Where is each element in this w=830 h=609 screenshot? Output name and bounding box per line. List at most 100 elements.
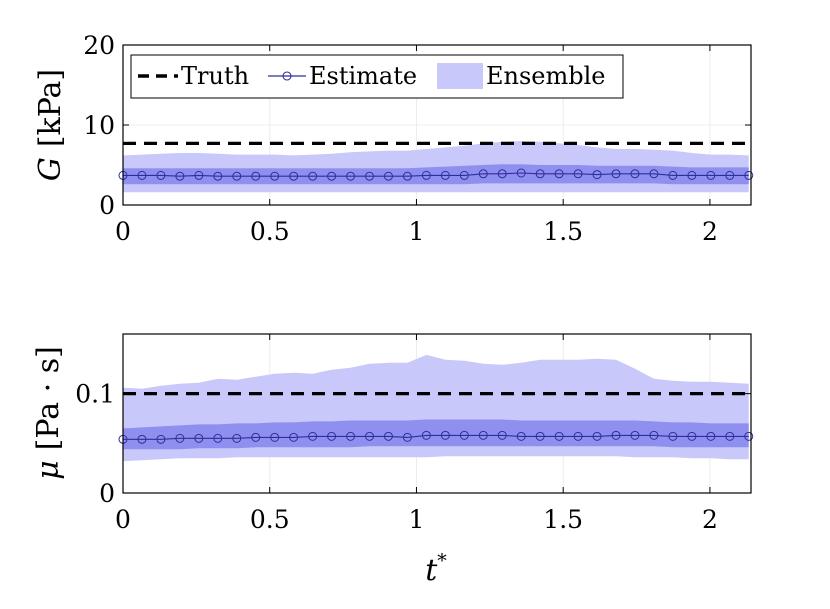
x-axis-sup: * xyxy=(437,550,447,572)
estimate-point-mu xyxy=(516,431,526,441)
estimate-point-g xyxy=(346,171,356,181)
estimate-point-mu xyxy=(649,430,659,440)
x-tick-label-mu: 0.5 xyxy=(250,505,290,534)
x-tick-label-g: 1 xyxy=(409,217,425,246)
estimate-point-g xyxy=(232,171,242,181)
estimate-point-g xyxy=(175,171,185,181)
estimate-point-g xyxy=(194,170,204,180)
estimate-point-g xyxy=(137,170,147,180)
estimate-point-mu xyxy=(270,432,280,442)
estimate-point-mu xyxy=(630,430,640,440)
y-tick-label-mu: 0.1 xyxy=(75,380,115,409)
legend: Truth Estimate Ensemble xyxy=(130,54,624,99)
estimate-point-g xyxy=(535,169,545,179)
estimate-point-mu xyxy=(459,430,469,440)
estimate-line-mu xyxy=(123,434,749,440)
estimate-point-mu xyxy=(175,433,185,443)
estimate-point-g xyxy=(497,169,507,179)
estimate-point-g xyxy=(327,171,337,181)
estimate-point-g xyxy=(668,170,678,180)
estimate-point-g xyxy=(156,170,166,180)
x-axis-label: t* xyxy=(425,550,447,588)
estimate-point-g xyxy=(213,171,223,181)
estimate-point-g xyxy=(289,171,299,181)
y-axis-var-g: G xyxy=(33,157,68,181)
y-axis-unit-mu: [Pa · s] xyxy=(31,346,66,450)
panel-mu: 0 0.5 1 1.5 2 0 0.1 μ [Pa · s] t* xyxy=(31,333,754,588)
estimate-point-mu xyxy=(213,433,223,443)
x-tick-label-mu: 2 xyxy=(702,505,718,534)
legend-ensemble-label: Ensemble xyxy=(486,62,606,90)
axes-box-mu xyxy=(122,333,752,494)
estimate-point-mu xyxy=(327,431,337,441)
estimate-point-g xyxy=(649,169,659,179)
estimate-point-g xyxy=(687,170,697,180)
estimate-point-g xyxy=(421,170,431,180)
legend-box xyxy=(130,54,624,99)
y-tick-label-g: 10 xyxy=(83,111,115,140)
estimate-line-g xyxy=(123,172,749,177)
x-tick-label-mu: 1 xyxy=(409,505,425,534)
ensemble-inner-band-mu xyxy=(123,419,749,450)
estimate-point-mu xyxy=(289,432,299,442)
estimate-point-mu xyxy=(725,431,735,441)
y-tick-label-g: 20 xyxy=(83,31,115,60)
estimate-point-g xyxy=(251,171,261,181)
estimate-point-mu xyxy=(573,431,583,441)
estimate-point-g xyxy=(725,170,735,180)
estimate-point-mu xyxy=(156,434,166,444)
estimate-point-mu xyxy=(554,431,564,441)
estimate-point-mu xyxy=(478,430,488,440)
y-tick-label-mu: 0 xyxy=(99,479,115,508)
legend-estimate-marker xyxy=(282,71,292,81)
estimate-point-g xyxy=(308,171,318,181)
estimate-point-g xyxy=(611,169,621,179)
estimate-point-g xyxy=(383,171,393,181)
x-tick-label-g: 2 xyxy=(702,217,718,246)
x-tick-label-mu: 1.5 xyxy=(543,505,583,534)
estimate-point-g xyxy=(630,169,640,179)
y-axis-label-g: G [kPa] xyxy=(33,69,68,181)
estimate-point-mu xyxy=(706,431,716,441)
estimate-point-mu xyxy=(194,433,204,443)
estimate-point-g xyxy=(459,170,469,180)
x-tick-label-g: 0 xyxy=(115,217,131,246)
estimate-point-mu xyxy=(346,431,356,441)
estimate-point-g xyxy=(554,169,564,179)
ticks-mu: 0 0.5 1 1.5 2 0 0.1 xyxy=(75,334,751,534)
estimate-point-mu xyxy=(402,432,412,442)
estimate-point-g xyxy=(744,170,754,180)
estimate-point-g xyxy=(478,169,488,179)
estimate-point-mu xyxy=(383,431,393,441)
y-axis-var-mu: μ xyxy=(31,460,66,480)
estimate-point-g xyxy=(516,168,526,178)
estimate-point-mu xyxy=(535,431,545,441)
estimate-point-mu xyxy=(137,434,147,444)
estimate-point-mu xyxy=(365,431,375,441)
x-tick-label-g: 1.5 xyxy=(543,217,583,246)
estimate-point-g xyxy=(440,170,450,180)
estimate-point-mu xyxy=(232,433,242,443)
legend-ensemble-swatch xyxy=(437,63,483,89)
estimate-point-mu xyxy=(440,430,450,440)
legend-estimate-label: Estimate xyxy=(309,62,417,90)
x-axis-var: t xyxy=(425,553,438,588)
estimate-point-g xyxy=(573,169,583,179)
estimate-point-g xyxy=(592,170,602,180)
estimate-point-g xyxy=(706,170,716,180)
y-tick-label-g: 0 xyxy=(99,191,115,220)
estimate-point-mu xyxy=(251,432,261,442)
estimate-point-mu xyxy=(668,431,678,441)
legend-truth-label: Truth xyxy=(181,62,249,90)
x-tick-label-g: 0.5 xyxy=(250,217,290,246)
estimate-point-g xyxy=(402,171,412,181)
estimate-point-mu xyxy=(744,431,754,441)
y-axis-label-mu: μ [Pa · s] xyxy=(31,346,66,480)
estimate-point-mu xyxy=(497,430,507,440)
estimate-point-g xyxy=(270,171,280,181)
ensemble-inner-band-g xyxy=(123,164,749,185)
estimate-point-mu xyxy=(421,430,431,440)
